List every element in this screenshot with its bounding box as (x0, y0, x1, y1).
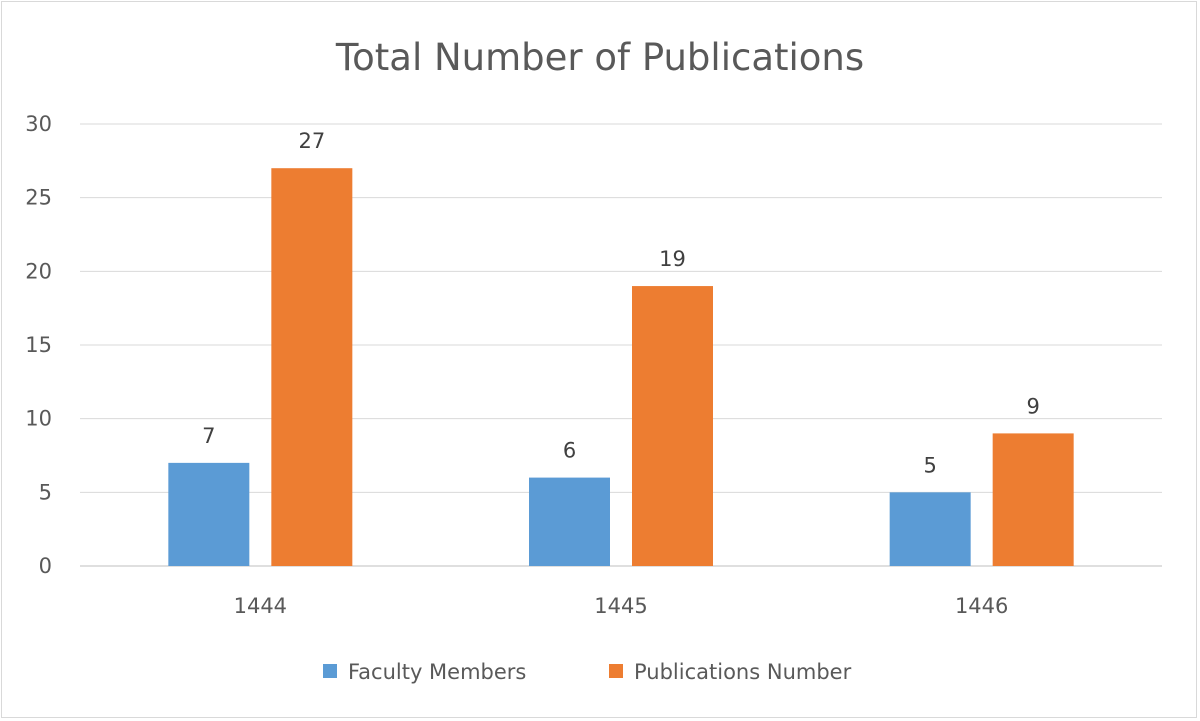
data-label: 7 (202, 424, 215, 448)
data-label: 5 (923, 453, 936, 477)
y-tick-label: 20 (25, 259, 52, 283)
data-label: 27 (298, 129, 325, 153)
y-tick-label: 15 (25, 333, 52, 357)
legend-label: Faculty Members (348, 660, 526, 684)
y-tick-label: 0 (39, 554, 52, 578)
bar-faculty-members (889, 492, 971, 566)
bar-publications-number (632, 286, 713, 566)
data-label: 9 (1026, 394, 1039, 418)
bar-publications-number (992, 433, 1074, 566)
bar-faculty-members (529, 477, 610, 566)
chart-title: Total Number of Publications (335, 36, 864, 79)
y-tick-label: 30 (25, 112, 52, 136)
bar-publications-number (271, 168, 353, 566)
x-tick-label: 1446 (955, 594, 1008, 618)
bar-faculty-members (168, 462, 250, 566)
data-label: 6 (563, 439, 576, 463)
legend-label: Publications Number (634, 660, 852, 684)
x-tick-label: 1444 (234, 594, 287, 618)
y-tick-label: 5 (39, 480, 52, 504)
data-label: 19 (659, 247, 686, 271)
legend-swatch (609, 664, 623, 678)
y-tick-label: 10 (25, 407, 52, 431)
legend-swatch (323, 664, 337, 678)
x-tick-label: 1445 (594, 594, 647, 618)
y-tick-label: 25 (25, 186, 52, 210)
